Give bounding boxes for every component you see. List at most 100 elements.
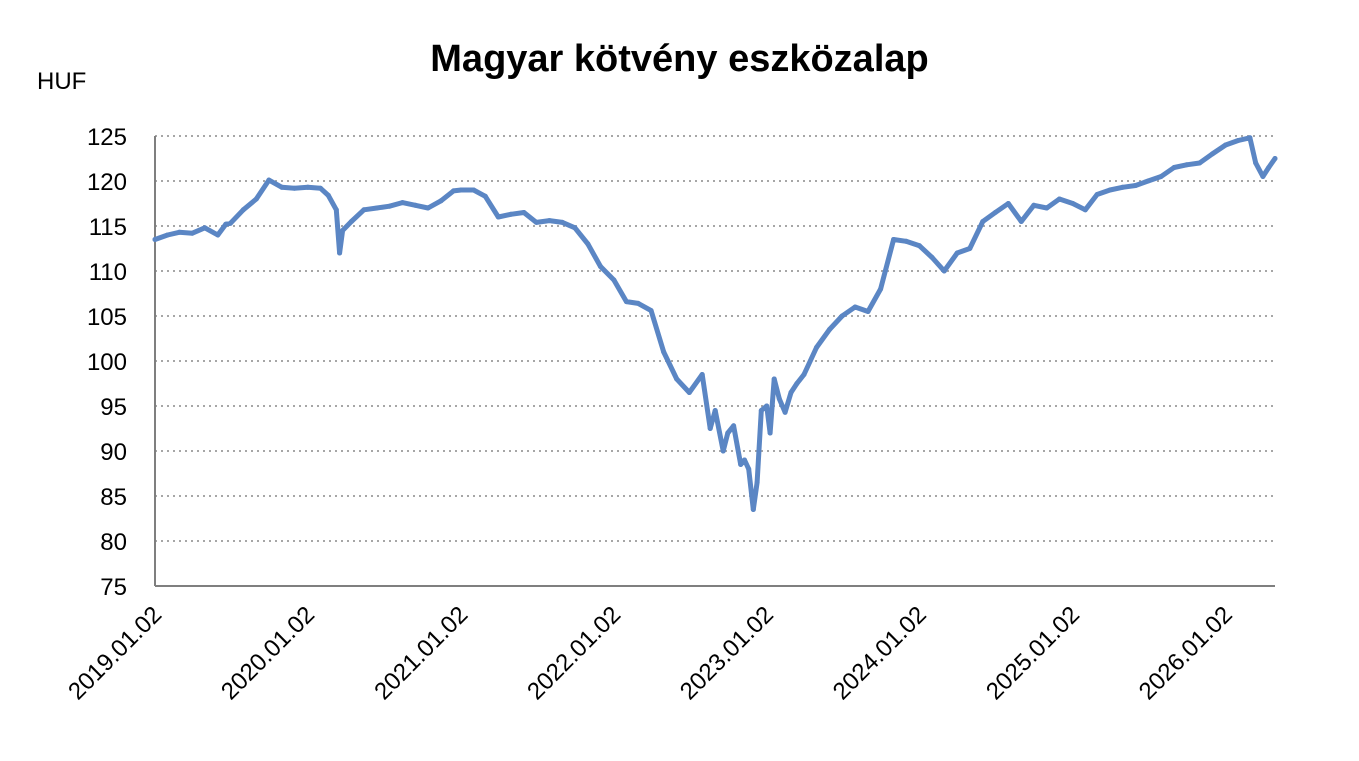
data-point	[776, 396, 782, 402]
data-point	[152, 237, 158, 242]
data-point	[227, 220, 233, 226]
data-point	[750, 507, 756, 512]
data-point	[598, 264, 603, 269]
data-point	[305, 184, 311, 190]
data-point	[699, 372, 705, 377]
data-point	[686, 390, 692, 395]
y-tick-label: 115	[89, 214, 127, 241]
data-point	[725, 430, 731, 436]
y-tick-label: 105	[87, 304, 127, 331]
data-point	[738, 462, 744, 467]
data-point	[348, 219, 354, 224]
data-point	[767, 430, 773, 436]
data-point	[482, 193, 488, 199]
data-point	[852, 304, 858, 310]
data-point	[521, 210, 527, 215]
data-point	[661, 349, 667, 355]
data-point	[340, 228, 346, 233]
data-point	[317, 185, 323, 191]
data-point	[1056, 196, 1062, 202]
x-tick-label: 2019.01.02	[63, 601, 167, 705]
data-point	[742, 457, 747, 463]
data-point	[623, 299, 629, 305]
data-point	[1145, 178, 1151, 184]
data-point	[165, 232, 171, 238]
data-point	[827, 327, 832, 332]
y-axis-unit-label: HUF	[37, 68, 87, 95]
data-point	[782, 409, 788, 415]
data-point	[412, 202, 418, 208]
data-point	[712, 408, 718, 413]
y-tick-label: 100	[87, 349, 127, 376]
data-point	[839, 313, 845, 319]
data-point	[746, 466, 752, 472]
data-point	[929, 255, 935, 260]
data-point	[980, 219, 986, 224]
data-point	[1158, 174, 1164, 179]
data-point	[279, 184, 285, 190]
data-point	[903, 238, 909, 244]
data-point	[954, 250, 960, 256]
gridlines	[155, 135, 1275, 542]
data-point	[546, 218, 552, 224]
x-tick-label: 2024.01.02	[828, 601, 932, 705]
data-point	[1235, 138, 1241, 143]
data-point	[266, 177, 272, 183]
y-tick-label: 95	[100, 394, 127, 421]
data-point	[1272, 156, 1278, 161]
data-point	[585, 241, 591, 247]
y-tick-label: 75	[100, 574, 127, 601]
data-point	[471, 187, 477, 193]
axes	[154, 136, 1275, 587]
data-point	[635, 300, 641, 306]
data-point	[1133, 183, 1139, 188]
data-point	[731, 423, 737, 429]
series-line	[152, 135, 1278, 512]
x-tick-label: 2021.01.02	[369, 601, 473, 705]
data-point	[202, 225, 208, 231]
data-point	[1120, 184, 1126, 190]
data-point	[941, 268, 947, 274]
data-point	[764, 403, 770, 409]
data-point	[788, 390, 794, 395]
data-point	[1197, 160, 1203, 166]
data-point	[754, 480, 760, 485]
data-point	[1171, 165, 1177, 170]
data-point	[1247, 135, 1253, 141]
data-point	[707, 426, 713, 431]
data-point	[801, 372, 807, 377]
data-point	[992, 210, 998, 215]
data-point	[648, 308, 654, 314]
data-point	[223, 221, 229, 227]
data-point	[1223, 142, 1229, 148]
data-point	[1209, 151, 1215, 157]
y-tick-label: 125	[87, 124, 127, 151]
data-point	[1031, 202, 1037, 208]
data-point	[674, 376, 680, 382]
x-axis-ticks: 2019.01.02 2020.01.02 2021.01.02 2022.01.02…	[63, 601, 1238, 705]
data-point	[215, 232, 221, 238]
data-point	[1253, 160, 1259, 166]
y-tick-label: 90	[100, 439, 127, 466]
data-point	[891, 237, 897, 242]
data-point	[794, 381, 800, 386]
series-group	[152, 135, 1278, 512]
data-point	[1260, 174, 1266, 179]
data-point	[1044, 205, 1050, 211]
data-point	[967, 246, 973, 251]
data-point	[1082, 207, 1088, 213]
data-point	[611, 277, 617, 283]
x-tick-label: 2026.01.02	[1134, 601, 1238, 705]
data-point	[559, 219, 565, 225]
data-point	[720, 448, 726, 454]
data-point	[337, 250, 343, 256]
data-point	[291, 185, 297, 191]
data-point	[1266, 165, 1272, 170]
data-point	[325, 192, 331, 198]
data-point	[1018, 219, 1024, 224]
data-point	[1107, 187, 1113, 193]
x-tick-label: 2025.01.02	[981, 601, 1085, 705]
data-point	[771, 376, 777, 382]
data-point	[176, 229, 182, 235]
